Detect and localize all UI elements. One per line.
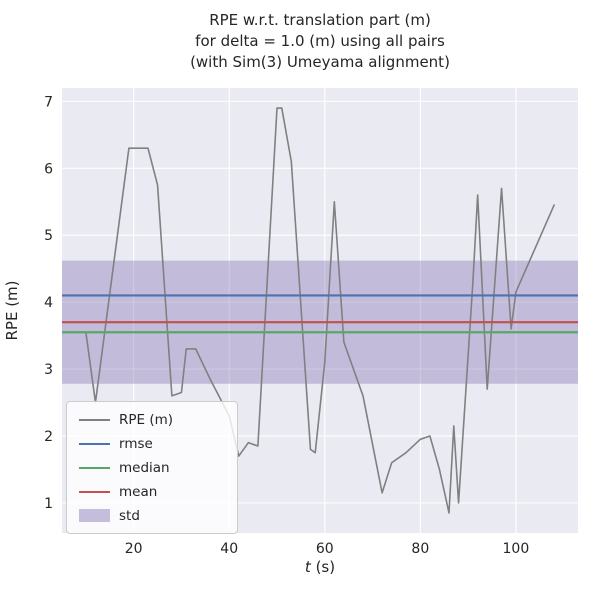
x-tick-label: 80 <box>411 541 429 557</box>
x-tick-label: 100 <box>503 541 530 557</box>
grid-lines <box>62 88 578 533</box>
legend-item-rpe: RPE (m) <box>79 411 225 428</box>
y-axis-label: RPE (m) <box>3 280 21 340</box>
y-tick-label: 5 <box>44 228 53 244</box>
legend-label-rpe: RPE (m) <box>119 411 174 428</box>
stat-lines <box>62 294 578 334</box>
legend-item-mean: mean <box>79 483 225 500</box>
x-tick-label: 40 <box>220 541 238 557</box>
x-tick-label: 60 <box>316 541 334 557</box>
y-tick-label: 7 <box>44 94 53 110</box>
legend-swatch-median <box>79 466 110 469</box>
y-tick-label: 3 <box>44 362 53 378</box>
rpe-series-line <box>85 107 555 514</box>
y-tick-label: 6 <box>44 161 53 177</box>
legend-label-rmse: rmse <box>119 435 153 452</box>
y-tick-label: 4 <box>44 295 53 311</box>
legend-item-rmse: rmse <box>79 435 225 452</box>
legend-label-std: std <box>119 507 140 524</box>
legend-swatch-rmse <box>79 442 110 445</box>
y-tick-label: 2 <box>44 429 53 445</box>
x-tick-label: 20 <box>125 541 143 557</box>
chart-title-line-3: (with Sim(3) Umeyama alignment) <box>190 53 450 71</box>
legend-swatch-std <box>79 509 110 522</box>
chart-title: RPE w.r.t. translation part (m) for delt… <box>40 10 600 73</box>
rpe-line <box>85 107 555 514</box>
legend-label-mean: mean <box>119 483 158 500</box>
legend-item-std: std <box>79 507 225 524</box>
legend: RPE (m) rmse median mean std <box>66 401 238 534</box>
legend-item-median: median <box>79 459 225 476</box>
y-tick-label: 1 <box>44 496 53 512</box>
chart-title-line-2: for delta = 1.0 (m) using all pairs <box>195 32 445 50</box>
legend-swatch-mean <box>79 490 110 493</box>
legend-label-median: median <box>119 459 170 476</box>
axis-labels: t (s) RPE (m) <box>3 280 335 576</box>
x-axis-label: t (s) <box>305 558 335 576</box>
y-tick-labels: 1 2 3 4 5 6 7 <box>44 94 53 512</box>
legend-swatch-rpe <box>79 418 110 421</box>
x-tick-labels: 20 40 60 80 100 <box>125 541 530 557</box>
chart-title-line-1: RPE w.r.t. translation part (m) <box>209 11 431 29</box>
